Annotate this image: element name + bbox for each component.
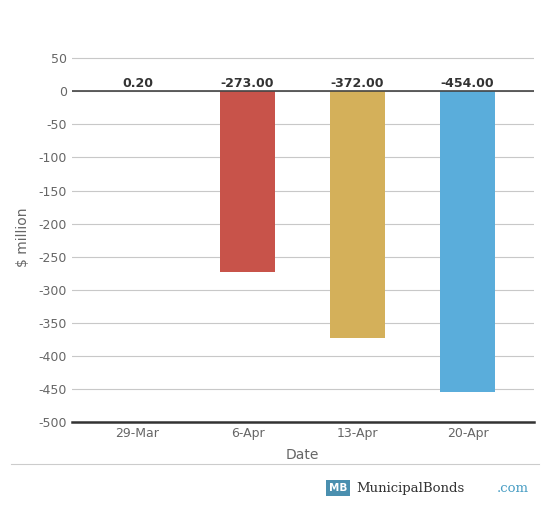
Text: -454.00: -454.00 [441, 77, 494, 90]
X-axis label: Date: Date [286, 449, 319, 462]
Text: MunicipalBonds: MunicipalBonds [356, 482, 465, 495]
Text: 0.20: 0.20 [122, 77, 153, 90]
Y-axis label: $ million: $ million [16, 207, 30, 267]
Text: .com: .com [497, 482, 529, 495]
Bar [440, 91, 495, 392]
Bar [220, 91, 275, 272]
Text: -273.00: -273.00 [221, 77, 274, 90]
Text: -372.00: -372.00 [331, 77, 384, 90]
Text: MB: MB [329, 483, 348, 493]
Bar [330, 91, 385, 337]
